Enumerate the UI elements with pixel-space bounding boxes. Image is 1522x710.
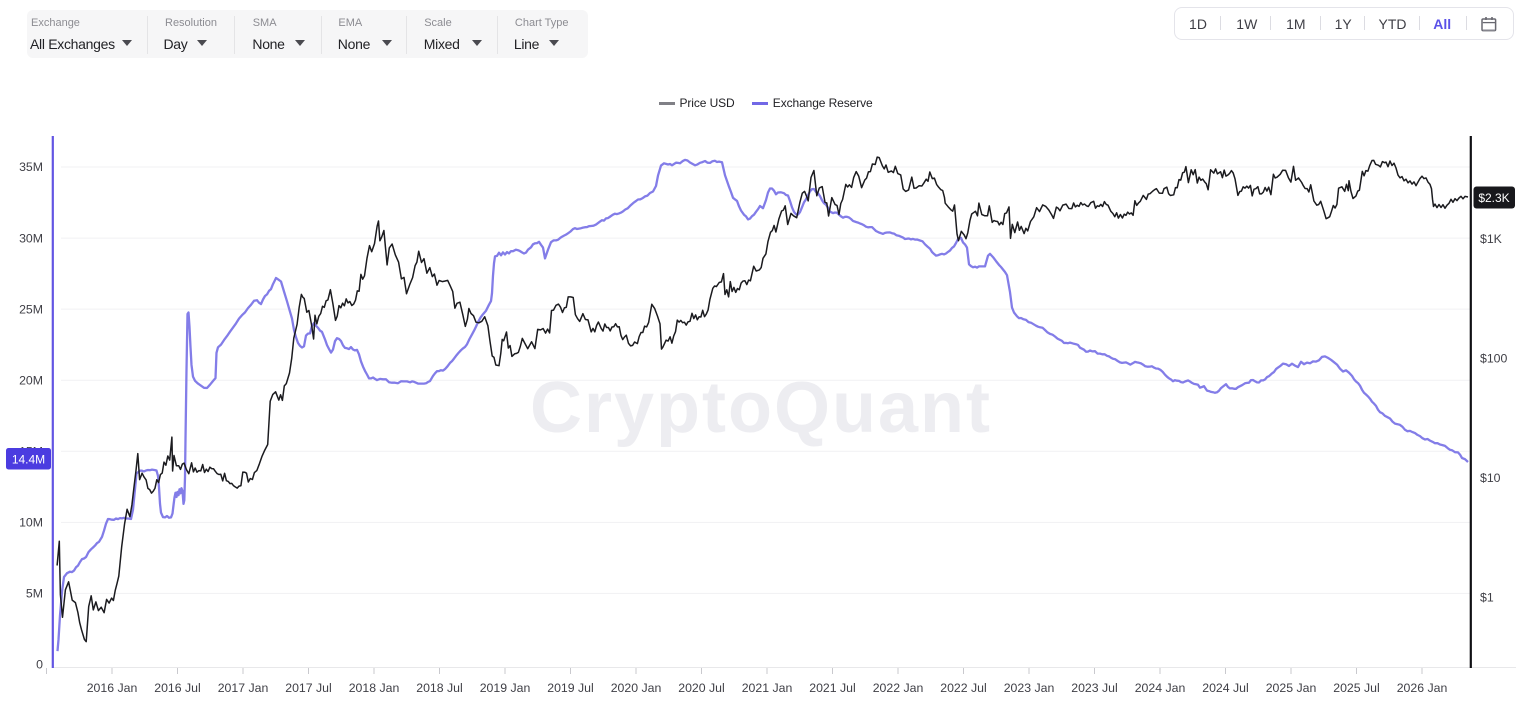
svg-text:2023 Jul: 2023 Jul xyxy=(1071,681,1118,695)
svg-text:2025 Jan: 2025 Jan xyxy=(1266,681,1317,695)
svg-text:2018 Jan: 2018 Jan xyxy=(349,681,400,695)
svg-text:$100: $100 xyxy=(1480,352,1508,366)
svg-text:10M: 10M xyxy=(19,516,43,530)
svg-text:$1K: $1K xyxy=(1480,232,1503,246)
svg-text:2022 Jan: 2022 Jan xyxy=(873,681,924,695)
svg-text:2021 Jul: 2021 Jul xyxy=(809,681,856,695)
svg-text:2024 Jul: 2024 Jul xyxy=(1202,681,1249,695)
svg-text:2019 Jan: 2019 Jan xyxy=(480,681,531,695)
svg-text:2018 Jul: 2018 Jul xyxy=(416,681,463,695)
svg-text:0: 0 xyxy=(36,658,43,672)
svg-text:2019 Jul: 2019 Jul xyxy=(547,681,594,695)
svg-text:2026 Jan: 2026 Jan xyxy=(1397,681,1448,695)
svg-text:2022 Jul: 2022 Jul xyxy=(940,681,987,695)
svg-text:14.4M: 14.4M xyxy=(12,452,45,466)
svg-text:2021 Jan: 2021 Jan xyxy=(742,681,793,695)
svg-text:$10: $10 xyxy=(1480,471,1501,485)
svg-text:2023 Jan: 2023 Jan xyxy=(1004,681,1055,695)
svg-text:$1: $1 xyxy=(1480,591,1494,605)
svg-text:2017 Jul: 2017 Jul xyxy=(285,681,332,695)
svg-text:2020 Jul: 2020 Jul xyxy=(678,681,725,695)
svg-text:$2.3K: $2.3K xyxy=(1478,191,1509,205)
svg-text:5M: 5M xyxy=(26,587,43,601)
svg-text:2016 Jan: 2016 Jan xyxy=(87,681,138,695)
svg-text:2017 Jan: 2017 Jan xyxy=(218,681,269,695)
svg-text:25M: 25M xyxy=(19,302,43,316)
svg-text:2020 Jan: 2020 Jan xyxy=(611,681,662,695)
svg-text:35M: 35M xyxy=(19,160,43,174)
svg-text:2025 Jul: 2025 Jul xyxy=(1333,681,1380,695)
svg-text:2024 Jan: 2024 Jan xyxy=(1135,681,1186,695)
svg-text:2016 Jul: 2016 Jul xyxy=(154,681,201,695)
svg-text:30M: 30M xyxy=(19,231,43,245)
svg-text:20M: 20M xyxy=(19,373,43,387)
svg-text:CryptoQuant: CryptoQuant xyxy=(530,368,992,448)
